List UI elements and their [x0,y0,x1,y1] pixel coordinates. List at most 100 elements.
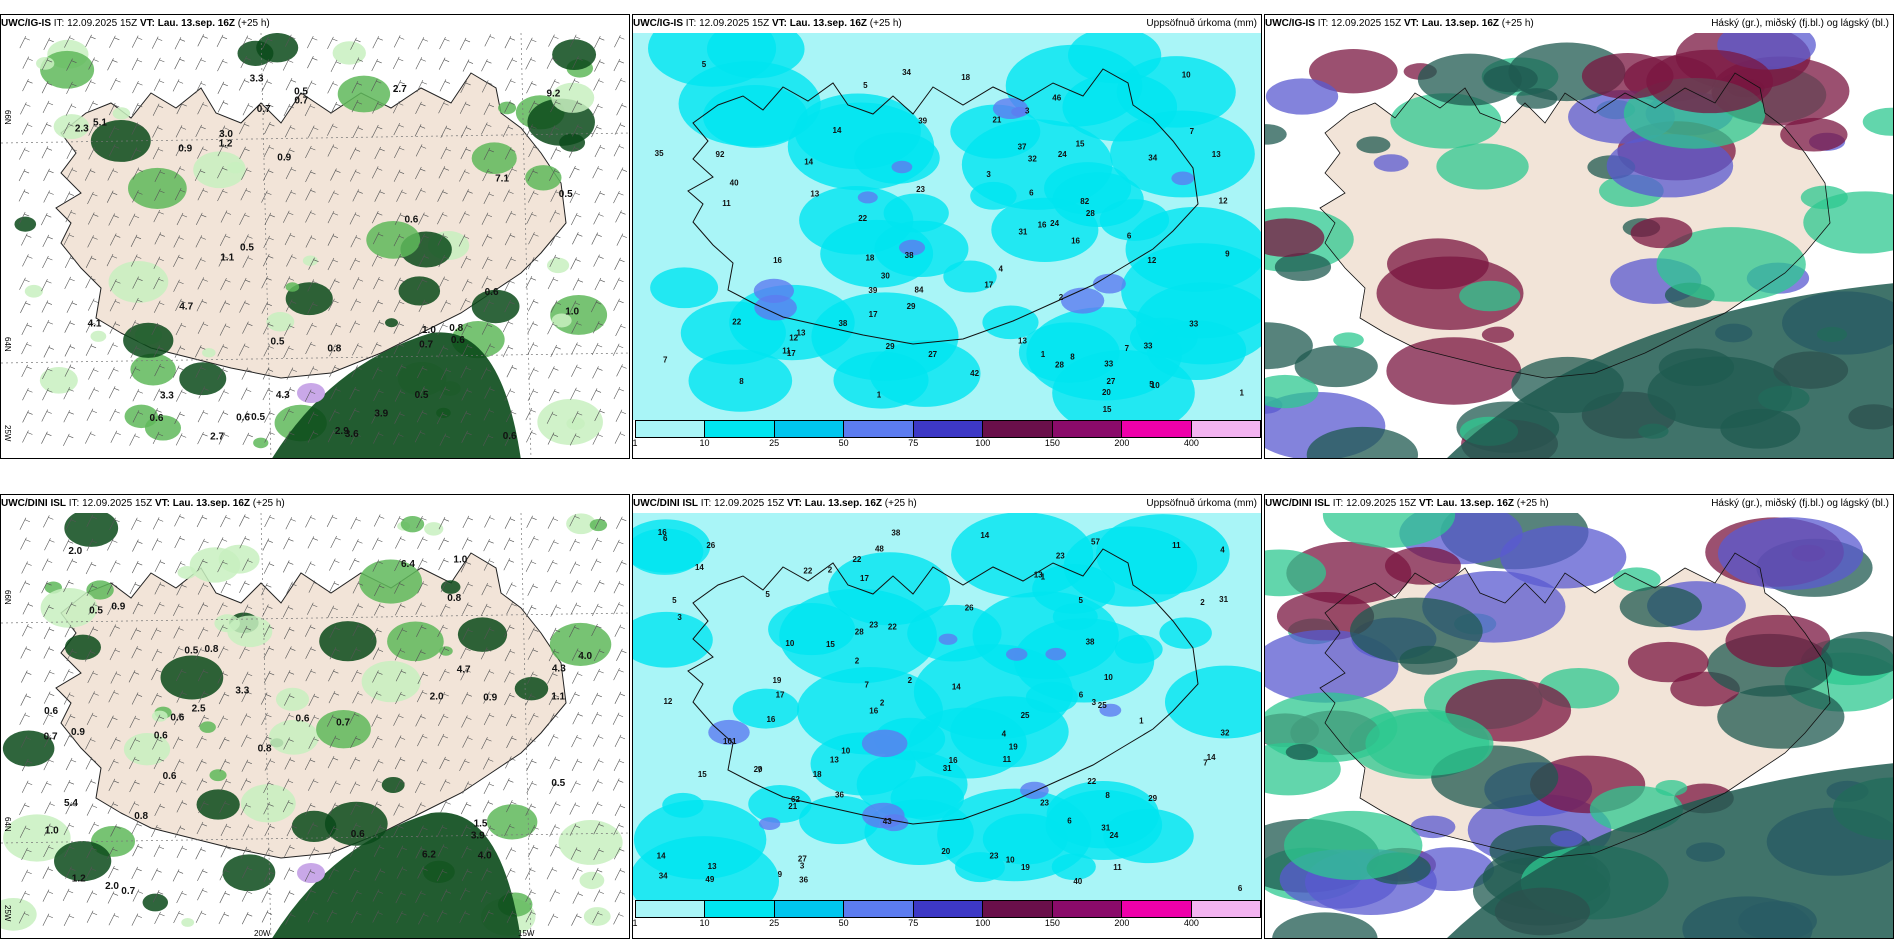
wind-barb [174,825,186,838]
precip-value-label: 0.6 [296,714,310,725]
precip-value-label: 1.1 [220,253,234,264]
wind-barb [239,536,250,549]
wind-barb [415,890,426,903]
precip-value-label: 0.7 [336,717,350,728]
wind-barb [572,278,584,291]
heavy-precip-area [1011,106,1028,117]
cloud-layer [1516,88,1558,109]
precip-blob [86,580,114,600]
wind-barb [241,367,252,380]
wind-barb [613,144,625,157]
grid-line [1,832,629,844]
precip-blob [144,415,182,441]
wind-barb [264,514,275,528]
wind-barb [21,869,32,882]
wind-barb [350,298,361,311]
wind-barb [591,537,602,550]
wind-barb [130,345,141,358]
wind-barb [546,411,558,424]
wind-barb [415,166,426,180]
wind-barb [41,57,53,71]
station-value-label: 20 [754,765,763,774]
station-value-label: 18 [865,253,874,262]
wind-barb [593,847,604,861]
wind-barb [307,56,318,69]
station-value-label: 33 [1189,319,1198,328]
wind-barb [261,910,273,923]
panel-top-center: UWC/IG-IS IT: 12.09.2025 15Z VT: Lau. 13… [632,14,1262,459]
precip-blob [266,311,295,332]
wind-barb [153,780,165,794]
wind-barb [548,692,560,706]
cloud-layer [1500,525,1627,589]
wind-barb [349,408,360,421]
station-value-label: 31 [1101,823,1110,832]
wind-barb [307,301,318,314]
wind-barb [22,624,33,637]
wind-barb [42,913,53,926]
wind-barb [218,432,230,445]
legend-tick-label: 100 [975,918,991,928]
cloud-layer [1483,65,1538,93]
station-value-label: 7 [1203,758,1208,767]
wind-barb [329,558,340,571]
wind-barb [106,190,118,203]
station-value-label: 17 [984,280,993,289]
legend-swatch [983,421,1053,437]
wind-barb [352,57,363,70]
wind-barb [594,190,605,204]
wind-barb [572,56,583,69]
wind-barb [283,867,295,880]
precip-value-label: 1.2 [72,874,86,885]
precip-area [1096,514,1230,595]
wind-barb [549,627,561,641]
heavy-precip-area [758,817,781,831]
wind-barb [438,57,450,70]
wind-barb [351,99,363,113]
wind-barb [547,559,558,573]
heavy-precip-area [708,719,750,745]
wind-barb [483,408,495,421]
precip-area [1159,617,1212,649]
wind-barb [85,737,96,750]
precip-value-label: 0.5 [415,390,429,401]
wind-barb [131,35,143,48]
wind-barb [110,737,121,750]
precip-value-label: 6.2 [422,849,436,860]
wind-barb [528,535,539,549]
wind-barb [591,623,602,637]
cloud-map [1265,33,1893,458]
precip-blob [253,437,269,449]
station-value-label: 16 [766,715,775,724]
station-value-label: 20 [1102,388,1111,397]
wind-barb [505,409,517,423]
precip-value-label: 3.0 [219,129,233,140]
wind-barb [110,824,121,837]
wind-barb [217,58,228,72]
wind-barb [592,432,603,445]
wind-barb [374,146,385,160]
wind-barb [175,322,187,336]
precip-blob [193,151,246,189]
wind-barb [282,58,294,71]
wind-barb [461,692,472,705]
wind-barb [109,233,121,246]
wind-barb [414,780,426,794]
lead-time: (+25 h) [252,498,285,509]
wind-barb [129,581,141,595]
wind-barb [506,910,518,924]
wind-barb [131,254,142,267]
wind-barb [109,35,120,48]
wind-barb [393,515,405,529]
init-time: IT: 12.09.2025 15Z [68,498,153,509]
wind-barb [459,211,470,224]
precip-blob [1,897,37,931]
wind-barb [547,713,559,726]
wind-barb [307,36,318,49]
wind-barb [20,735,32,748]
wind-barb [460,146,471,160]
wind-barb [286,254,297,267]
precip-value-label: 2.0 [430,691,444,702]
wind-barb [528,627,539,640]
wind-barb [195,365,206,378]
